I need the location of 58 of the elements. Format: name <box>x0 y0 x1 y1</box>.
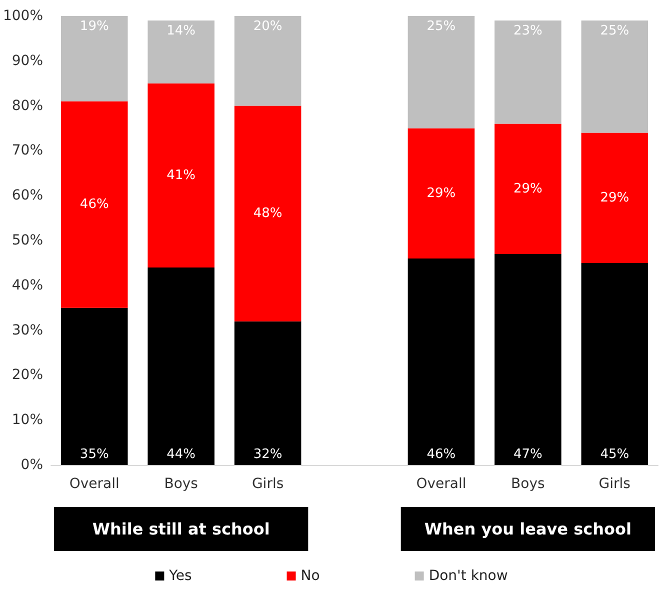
bar <box>494 20 562 124</box>
bar <box>148 20 214 84</box>
y-tick-label: 100% <box>2 8 44 24</box>
y-tick-label: 60% <box>12 188 44 204</box>
data-label: 48% <box>253 206 282 222</box>
data-label: 14% <box>166 23 196 38</box>
bar <box>234 16 302 106</box>
bar <box>581 20 648 133</box>
data-label: 29% <box>426 186 456 201</box>
data-label: 46% <box>426 447 456 462</box>
y-tick-label: 10% <box>12 412 44 428</box>
text: While still at school <box>92 520 270 538</box>
y-tick-label: 80% <box>12 98 44 114</box>
legend-label: No <box>300 568 320 584</box>
data-label: 35% <box>80 447 109 462</box>
y-tick-label: 30% <box>12 322 44 338</box>
legend-label: Yes <box>168 568 192 584</box>
bar <box>408 16 475 128</box>
bar <box>148 83 214 268</box>
data-label: 47% <box>513 447 542 462</box>
data-label: 20% <box>253 19 282 34</box>
x-tick-label: Boys <box>511 476 545 492</box>
y-tick-label: 50% <box>12 232 44 248</box>
data-label: 19% <box>80 19 109 34</box>
legend-label: Don't know <box>428 568 508 584</box>
data-label: 25% <box>600 23 630 38</box>
bar <box>234 106 302 322</box>
bar <box>494 124 562 254</box>
y-tick-label: 40% <box>12 277 44 294</box>
x-tick-label: Boys <box>164 476 198 492</box>
bar <box>234 321 302 465</box>
data-label: 46% <box>80 197 109 212</box>
bar <box>408 258 475 465</box>
data-label: 32% <box>253 447 282 462</box>
bar <box>60 101 128 308</box>
data-label: 29% <box>600 190 630 206</box>
bar <box>148 267 214 465</box>
bar <box>60 16 128 102</box>
x-tick-label: Overall <box>69 476 120 492</box>
y-tick-label: 70% <box>12 142 44 159</box>
bar <box>581 262 648 465</box>
x-tick-label: Girls <box>252 476 284 492</box>
x-tick-label: Overall <box>416 476 466 492</box>
x-tick-label: Girls <box>598 476 630 492</box>
data-label: 45% <box>600 447 630 462</box>
bar <box>60 308 128 465</box>
y-tick-label: 20% <box>12 367 44 384</box>
data-label: 41% <box>166 168 196 183</box>
data-label: 44% <box>166 447 196 462</box>
data-label: 25% <box>426 19 456 34</box>
bar <box>581 132 648 263</box>
y-tick-label: 0% <box>20 457 44 473</box>
data-label: 29% <box>513 181 542 196</box>
y-tick-label: 90% <box>12 52 44 69</box>
bar <box>494 254 562 465</box>
bar <box>408 128 475 258</box>
data-label: 23% <box>513 23 542 38</box>
text: When you leave school <box>424 520 632 538</box>
